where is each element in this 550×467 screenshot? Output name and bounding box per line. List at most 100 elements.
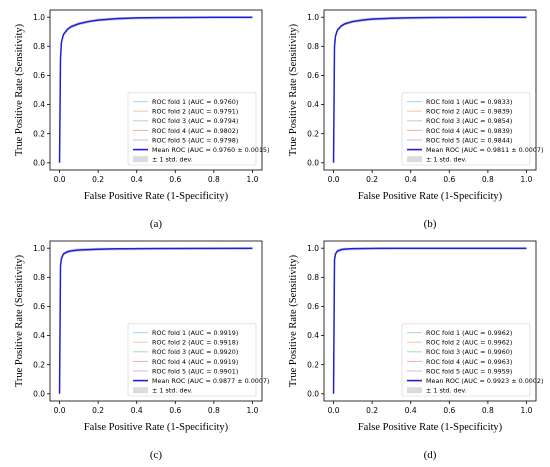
y-tick-label: 0.2: [307, 129, 319, 138]
legend-entry: ROC fold 2 (AUC = 0.9791): [152, 108, 238, 116]
legend-entry: Mean ROC (AUC = 0.9760 ± 0.0015): [152, 146, 269, 154]
x-tick-label: 1.0: [246, 175, 258, 184]
x-tick-label: 0.8: [208, 175, 220, 184]
legend-entry: ± 1 std. dev.: [426, 156, 467, 164]
x-axis-label: False Positive Rate (1-Specificity): [84, 422, 229, 433]
y-tick-label: 0.8: [307, 273, 319, 282]
roc-panel-1: 0.0 0.2 0.4 0.6 0.8 1.0 0.0 0.2 0.4 0.6 0.8 1.0 Fals…: [14, 9, 269, 230]
legend-entry: ROC fold 5 (AUC = 0.9959): [426, 367, 512, 375]
x-tick-label: 1.0: [520, 175, 532, 184]
legend-entry: Mean ROC (AUC = 0.9811 ± 0.0007): [426, 146, 543, 154]
legend-swatch-std: [407, 156, 422, 163]
x-tick-label: 0.4: [131, 406, 143, 415]
legend-swatch-std: [407, 387, 422, 394]
mean-roc-line: [58, 16, 253, 163]
x-tick-label: 1.0: [520, 406, 532, 415]
x-tick-label: 0.2: [92, 175, 104, 184]
roc-panel-3: 0.0 0.2 0.4 0.6 0.8 1.0 0.0 0.2 0.4 0.6 0.8 1.0 Fals…: [14, 240, 269, 461]
x-tick-label: 1.0: [246, 406, 258, 415]
legend-swatch-std: [133, 156, 148, 163]
y-tick-label: 1.0: [33, 13, 45, 22]
panel-label: (b): [424, 218, 437, 230]
x-tick-label: 0.6: [169, 406, 181, 415]
legend-entry: ROC fold 1 (AUC = 0.9919): [152, 329, 238, 337]
x-tick-label: 0.4: [405, 175, 417, 184]
panel-label: (a): [150, 218, 163, 230]
y-tick-label: 0.6: [307, 71, 319, 80]
legend-entry: ROC fold 4 (AUC = 0.9839): [426, 127, 512, 135]
y-axis-label: True Positive Rate (Sensitivity): [288, 254, 299, 387]
legend-entry: ROC fold 4 (AUC = 0.9802): [152, 127, 238, 135]
y-tick-label: 0.0: [307, 158, 319, 167]
x-tick-label: 0.2: [366, 175, 378, 184]
legend-entry: Mean ROC (AUC = 0.9877 ± 0.0007): [152, 377, 269, 385]
y-tick-label: 0.0: [33, 158, 45, 167]
x-tick-label: 0.2: [366, 406, 378, 415]
legend-entry: ± 1 std. dev.: [426, 387, 467, 395]
legend-entry: ROC fold 1 (AUC = 0.9962): [426, 329, 512, 337]
x-tick-label: 0.0: [328, 175, 340, 184]
y-tick-label: 0.8: [33, 273, 45, 282]
y-tick-label: 0.4: [307, 100, 319, 109]
x-tick-label: 0.4: [405, 406, 417, 415]
legend-entry: ROC fold 5 (AUC = 0.9844): [426, 136, 512, 144]
y-tick-label: 0.0: [33, 389, 45, 398]
y-tick-label: 0.2: [307, 360, 319, 369]
x-tick-label: 0.8: [208, 406, 220, 415]
y-axis-label: True Positive Rate (Sensitivity): [14, 254, 25, 387]
y-tick-label: 0.2: [33, 360, 45, 369]
y-tick-label: 0.2: [33, 129, 45, 138]
legend-box: [401, 92, 531, 166]
x-tick-label: 0.0: [54, 175, 66, 184]
legend-entry: ROC fold 1 (AUC = 0.9760): [152, 98, 238, 106]
y-tick-label: 0.6: [33, 302, 45, 311]
y-tick-label: 1.0: [307, 13, 319, 22]
legend-entry: ± 1 std. dev.: [152, 156, 193, 164]
mean-roc-line: [332, 247, 527, 394]
legend-swatch-std: [133, 387, 148, 394]
roc-panel-2: 0.0 0.2 0.4 0.6 0.8 1.0 0.0 0.2 0.4 0.6 0.8 1.0 Fals…: [288, 9, 543, 230]
y-tick-label: 0.4: [33, 100, 45, 109]
x-tick-label: 0.0: [54, 406, 66, 415]
mean-roc-line: [58, 247, 253, 394]
legend-entry: ROC fold 3 (AUC = 0.9854): [426, 117, 512, 125]
mean-roc-line: [332, 16, 527, 163]
x-tick-label: 0.8: [482, 175, 494, 184]
legend-entry: ROC fold 3 (AUC = 0.9920): [152, 348, 238, 356]
x-tick-label: 0.4: [131, 175, 143, 184]
y-tick-label: 0.4: [307, 331, 319, 340]
y-tick-label: 1.0: [307, 244, 319, 253]
y-tick-label: 0.8: [33, 42, 45, 51]
y-tick-label: 1.0: [33, 244, 45, 253]
legend-entry: ROC fold 2 (AUC = 0.9839): [426, 108, 512, 116]
x-axis-label: False Positive Rate (1-Specificity): [84, 191, 229, 202]
legend-entry: ROC fold 5 (AUC = 0.9798): [152, 136, 238, 144]
legend-entry: ROC fold 2 (AUC = 0.9962): [426, 339, 512, 347]
y-tick-label: 0.8: [307, 42, 319, 51]
x-tick-label: 0.6: [443, 175, 455, 184]
legend-entry: ROC fold 1 (AUC = 0.9833): [426, 98, 512, 106]
legend-entry: ROC fold 4 (AUC = 0.9919): [152, 358, 238, 366]
legend-box: [401, 323, 531, 397]
legend-box: [127, 323, 257, 397]
legend-entry: ROC fold 4 (AUC = 0.9963): [426, 358, 512, 366]
legend-entry: Mean ROC (AUC = 0.9923 ± 0.0002): [426, 377, 543, 385]
y-tick-label: 0.4: [33, 331, 45, 340]
y-axis-label: True Positive Rate (Sensitivity): [288, 23, 299, 156]
x-tick-label: 0.2: [92, 406, 104, 415]
y-tick-label: 0.6: [33, 71, 45, 80]
x-tick-label: 0.8: [482, 406, 494, 415]
legend-entry: ± 1 std. dev.: [152, 387, 193, 395]
y-axis-label: True Positive Rate (Sensitivity): [14, 23, 25, 156]
x-axis-label: False Positive Rate (1-Specificity): [358, 191, 503, 202]
x-axis-label: False Positive Rate (1-Specificity): [358, 422, 503, 433]
legend-entry: ROC fold 2 (AUC = 0.9918): [152, 339, 238, 347]
x-tick-label: 0.6: [443, 406, 455, 415]
roc-panel-4: 0.0 0.2 0.4 0.6 0.8 1.0 0.0 0.2 0.4 0.6 0.8 1.0 Fals…: [288, 240, 543, 461]
legend-entry: ROC fold 3 (AUC = 0.9794): [152, 117, 238, 125]
legend-box: [127, 92, 257, 166]
x-tick-label: 0.6: [169, 175, 181, 184]
y-tick-label: 0.6: [307, 302, 319, 311]
x-tick-label: 0.0: [328, 406, 340, 415]
